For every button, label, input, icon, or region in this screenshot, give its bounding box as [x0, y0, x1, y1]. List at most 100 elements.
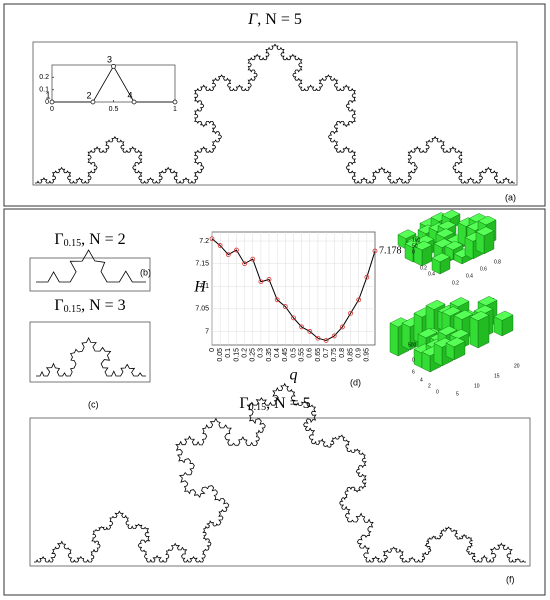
- x-tick-label: 0.95: [364, 348, 371, 362]
- x-tick-label: 0.75: [331, 348, 338, 362]
- axis-tick-label: 10: [474, 383, 480, 389]
- bar3d-top: [445, 337, 466, 348]
- bar3d-top: [453, 309, 474, 320]
- h-point: [299, 324, 305, 330]
- bar3d-top: [477, 215, 497, 226]
- bar3d-top: [449, 329, 470, 339]
- x-tick-label: 0.2: [241, 348, 248, 358]
- h-point: [266, 277, 272, 282]
- bar3d-side: [477, 314, 490, 349]
- axis-tick-label: 5: [456, 391, 459, 397]
- bar3d-top: [441, 209, 461, 220]
- inset-frame: [51, 64, 176, 103]
- panel-f-frame: [29, 417, 531, 567]
- bar3d-front: [469, 316, 479, 349]
- axis-tick-label: 0.2: [420, 265, 427, 271]
- title-rest: , N = 2: [81, 231, 126, 248]
- h-line: [211, 238, 376, 342]
- x-tick-label: 0.4: [274, 348, 281, 358]
- x-tick-label: 0.9: [356, 348, 363, 358]
- x-tick-label: 0.05: [217, 348, 224, 362]
- generator-point: [111, 64, 116, 69]
- panel-b-title: Γ0.15, N = 2: [54, 231, 125, 250]
- axis-tick-label: 0: [412, 249, 415, 255]
- x-tick-label: 0.7: [323, 348, 330, 358]
- x-tick-label: 0.15: [233, 348, 240, 362]
- bar3d-top: [437, 325, 458, 336]
- x-tick-label: 0.85: [347, 348, 354, 362]
- h-point: [209, 236, 215, 242]
- title-symbol: Γ: [247, 11, 258, 28]
- generator-point: [172, 99, 178, 105]
- koch-curve-a: [35, 43, 515, 184]
- axis-tick-label: 0: [412, 357, 415, 363]
- generator-point: [90, 99, 96, 105]
- bar3d-top: [397, 229, 417, 239]
- generator-point: [49, 99, 55, 105]
- y-tick-label: 0.1: [39, 87, 49, 94]
- x-tick-label: 0.8: [339, 348, 346, 358]
- koch-curve-f: [34, 382, 526, 563]
- panel-b-label: (b): [140, 267, 151, 277]
- h-point: [217, 243, 223, 248]
- title-rest: , N = 5: [257, 11, 302, 28]
- title-symbol: Γ: [54, 297, 63, 314]
- panel-a-label: (a): [505, 192, 516, 202]
- axis-tick-label: 500: [408, 342, 417, 348]
- h-point: [315, 335, 321, 341]
- axis-tick-label: 2: [428, 383, 431, 389]
- axis-tick-label: 0: [436, 389, 439, 395]
- h-point: [291, 315, 296, 321]
- h-point: [356, 297, 362, 303]
- h-point: [234, 247, 239, 253]
- annotation: 7.178: [379, 245, 402, 256]
- axis-tick-label: 0.4: [428, 271, 435, 277]
- bar3d-top: [435, 228, 455, 238]
- axis-tick-label: 20: [514, 363, 520, 369]
- panel-c-label: (c): [88, 399, 99, 409]
- x-axis-label: q: [290, 367, 298, 384]
- h-point: [225, 252, 231, 258]
- panel-c-frame: [29, 321, 151, 383]
- koch-curve-b: [36, 249, 146, 283]
- title-symbol: Γ: [54, 231, 63, 248]
- bar3d-top: [437, 220, 457, 231]
- h-point: [242, 261, 248, 267]
- h-point: [372, 248, 378, 254]
- panel-a-frame: [32, 41, 518, 186]
- title-subscript: 0.15: [64, 238, 82, 249]
- x-tick-label: 1: [173, 106, 177, 113]
- panel-f-title: Γ0.15, N = 5: [239, 395, 310, 414]
- bar3d-top: [449, 297, 470, 308]
- panel-f-label: (f): [506, 574, 515, 584]
- bar3d-top: [441, 306, 462, 317]
- x-tick-label: 0.5: [109, 106, 119, 113]
- koch-curve-c: [36, 336, 146, 377]
- title-rest: , N = 5: [266, 395, 311, 412]
- x-tick-label: 0: [50, 106, 54, 113]
- bar3d-top: [415, 235, 435, 245]
- x-tick-label: 0.3: [258, 348, 265, 358]
- panel-b-frame: [29, 257, 151, 292]
- axis-tick-label: 0.8: [494, 259, 501, 265]
- title-subscript: 0.15: [64, 304, 82, 315]
- axis-tick-label: 100: [412, 237, 421, 243]
- x-tick-label: 0.45: [282, 348, 289, 362]
- h-point: [364, 274, 370, 280]
- y-tick-label: 7.1: [199, 283, 209, 290]
- axis-tick-label: 15: [494, 373, 500, 379]
- panel-d-label: (d): [350, 377, 361, 387]
- title-symbol: Γ: [239, 395, 248, 412]
- title-subscript: 0.15: [249, 402, 267, 413]
- y-tick-label: 7.2: [199, 238, 209, 245]
- bar3d-top: [493, 310, 514, 321]
- axis-tick-label: 0.4: [466, 273, 473, 279]
- bar3d-top: [431, 252, 451, 263]
- x-tick-label: 0.65: [315, 348, 322, 362]
- h-point: [323, 338, 329, 343]
- bar3d-top: [413, 240, 433, 251]
- bar3d-top: [417, 328, 438, 339]
- y-tick-label: 7.05: [195, 306, 209, 313]
- bar3d-top: [475, 226, 495, 236]
